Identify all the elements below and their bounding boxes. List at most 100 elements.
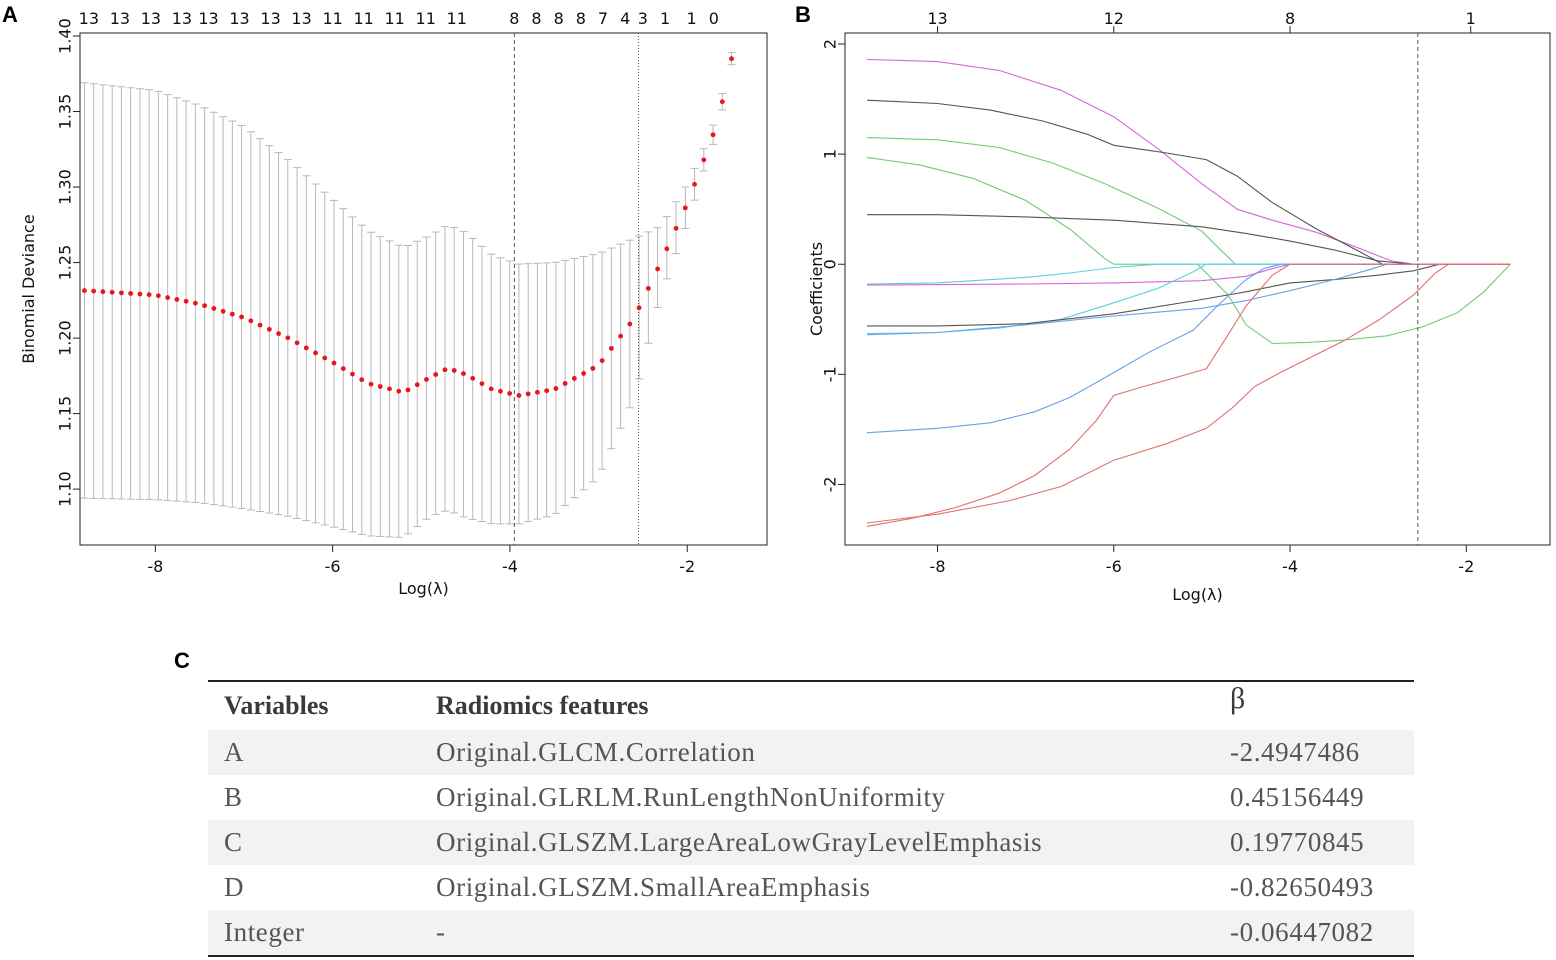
top-axis-label: 13 bbox=[260, 9, 280, 28]
data-point bbox=[229, 311, 235, 317]
data-point bbox=[331, 360, 337, 366]
cell-variable: B bbox=[224, 782, 243, 812]
top-axis-label: 8 bbox=[554, 9, 564, 28]
coefficient-path bbox=[866, 58, 1511, 265]
data-point bbox=[488, 386, 494, 392]
data-point bbox=[562, 381, 568, 386]
x-tick-label: -4 bbox=[502, 557, 518, 576]
cell-beta: -0.06447082 bbox=[1230, 910, 1414, 956]
data-point bbox=[701, 157, 707, 163]
data-point bbox=[424, 377, 429, 382]
data-point bbox=[146, 292, 152, 298]
coefficient-path bbox=[866, 263, 1511, 527]
data-point bbox=[655, 266, 660, 272]
data-point bbox=[719, 99, 725, 105]
data-point bbox=[636, 305, 642, 311]
top-axis-label: 13 bbox=[229, 9, 249, 28]
data-point bbox=[155, 293, 161, 299]
coefficient-path bbox=[866, 156, 1511, 345]
cell-feature: Original.GLSZM.LargeAreaLowGrayLevelEmph… bbox=[436, 820, 1230, 865]
data-point bbox=[100, 289, 106, 295]
data-point bbox=[322, 355, 328, 361]
top-axis-label: 11 bbox=[447, 9, 467, 28]
data-point bbox=[91, 288, 97, 294]
data-point bbox=[303, 345, 309, 351]
data-point bbox=[553, 386, 559, 391]
top-axis-label: 11 bbox=[353, 9, 373, 28]
cell-feature: Original.GLCM.Correlation bbox=[436, 730, 1230, 775]
data-point bbox=[128, 291, 134, 296]
x-axis-title: Log(λ) bbox=[398, 579, 449, 598]
top-axis-label: 13 bbox=[172, 9, 192, 28]
top-axis-label: 12 bbox=[1104, 9, 1124, 28]
table-row: B Original.GLRLM.RunLengthNonUniformity … bbox=[208, 775, 1414, 820]
data-point bbox=[571, 376, 577, 381]
data-point bbox=[377, 384, 383, 389]
data-point bbox=[220, 308, 226, 314]
top-axis-label: 8 bbox=[576, 9, 586, 28]
top-axis-label: 13 bbox=[110, 9, 130, 28]
panel-label-b: B bbox=[795, 2, 811, 27]
data-point bbox=[692, 181, 697, 187]
top-axis-label: 4 bbox=[620, 9, 630, 28]
data-point bbox=[82, 288, 87, 293]
data-point bbox=[340, 366, 346, 371]
x-tick-label: -4 bbox=[1282, 557, 1298, 576]
cell-variable: Integer bbox=[208, 910, 436, 956]
cell-beta: -2.4947486 bbox=[1230, 730, 1414, 775]
top-axis-label: 1 bbox=[1466, 9, 1476, 28]
top-axis-label: 11 bbox=[322, 9, 342, 28]
data-point bbox=[414, 382, 420, 388]
plot-frame bbox=[79, 32, 768, 546]
data-point bbox=[257, 322, 263, 328]
data-point bbox=[266, 326, 272, 332]
coefficient-path bbox=[866, 137, 1511, 265]
y-axis-title: Binomial Deviance bbox=[19, 214, 38, 363]
top-axis-label: 8 bbox=[531, 9, 541, 28]
data-point bbox=[627, 321, 633, 327]
y-tick-label: 1.40 bbox=[56, 18, 75, 54]
coefficient-path bbox=[866, 263, 1511, 336]
data-point bbox=[461, 371, 466, 376]
y-tick-label: 1.25 bbox=[56, 245, 75, 281]
data-point bbox=[470, 375, 476, 381]
coefficient-path bbox=[867, 263, 1511, 327]
x-tick-label: -8 bbox=[147, 557, 163, 576]
cell-variable: C bbox=[208, 820, 436, 865]
data-point bbox=[664, 246, 670, 252]
top-axis-label: 11 bbox=[385, 9, 405, 28]
top-axis-label: 11 bbox=[416, 9, 436, 28]
y-tick-label: 1.35 bbox=[56, 94, 75, 130]
data-point bbox=[294, 340, 300, 346]
top-axis-label: 13 bbox=[198, 9, 218, 28]
data-point bbox=[165, 295, 171, 300]
data-point bbox=[618, 333, 624, 339]
column-header-features: Radiomics features bbox=[436, 691, 649, 720]
data-point bbox=[645, 285, 651, 291]
data-point bbox=[682, 205, 688, 211]
cell-feature: Original.GLRLM.RunLengthNonUniformity bbox=[436, 782, 946, 812]
top-axis-label: 7 bbox=[598, 9, 608, 28]
data-point bbox=[590, 365, 596, 371]
column-header-variables: Variables bbox=[224, 691, 329, 720]
panel-label-c: C bbox=[174, 648, 190, 673]
y-tick-label: 1.20 bbox=[56, 320, 75, 356]
x-tick-label: -2 bbox=[679, 557, 695, 576]
y-tick-label: 1.10 bbox=[56, 471, 75, 507]
x-tick-label: -2 bbox=[1458, 557, 1474, 576]
top-axis-label: 3 bbox=[638, 9, 648, 28]
cell-beta: 0.45156449 bbox=[1230, 782, 1365, 812]
table-header-row: Variables Radiomics features β bbox=[208, 681, 1414, 730]
radiomics-table: Variables Radiomics features β A Origina… bbox=[208, 680, 1414, 957]
coefficient-path bbox=[866, 263, 1511, 285]
column-header-beta: β bbox=[1230, 682, 1246, 715]
data-point bbox=[405, 387, 411, 393]
x-axis-title: Log(λ) bbox=[1172, 585, 1223, 604]
y-axis-title: Coefficients bbox=[807, 242, 826, 336]
top-axis-label: 13 bbox=[141, 9, 161, 28]
data-point bbox=[396, 388, 402, 394]
data-point bbox=[109, 289, 115, 295]
data-point bbox=[498, 388, 503, 394]
coefficient-path bbox=[866, 263, 1511, 434]
